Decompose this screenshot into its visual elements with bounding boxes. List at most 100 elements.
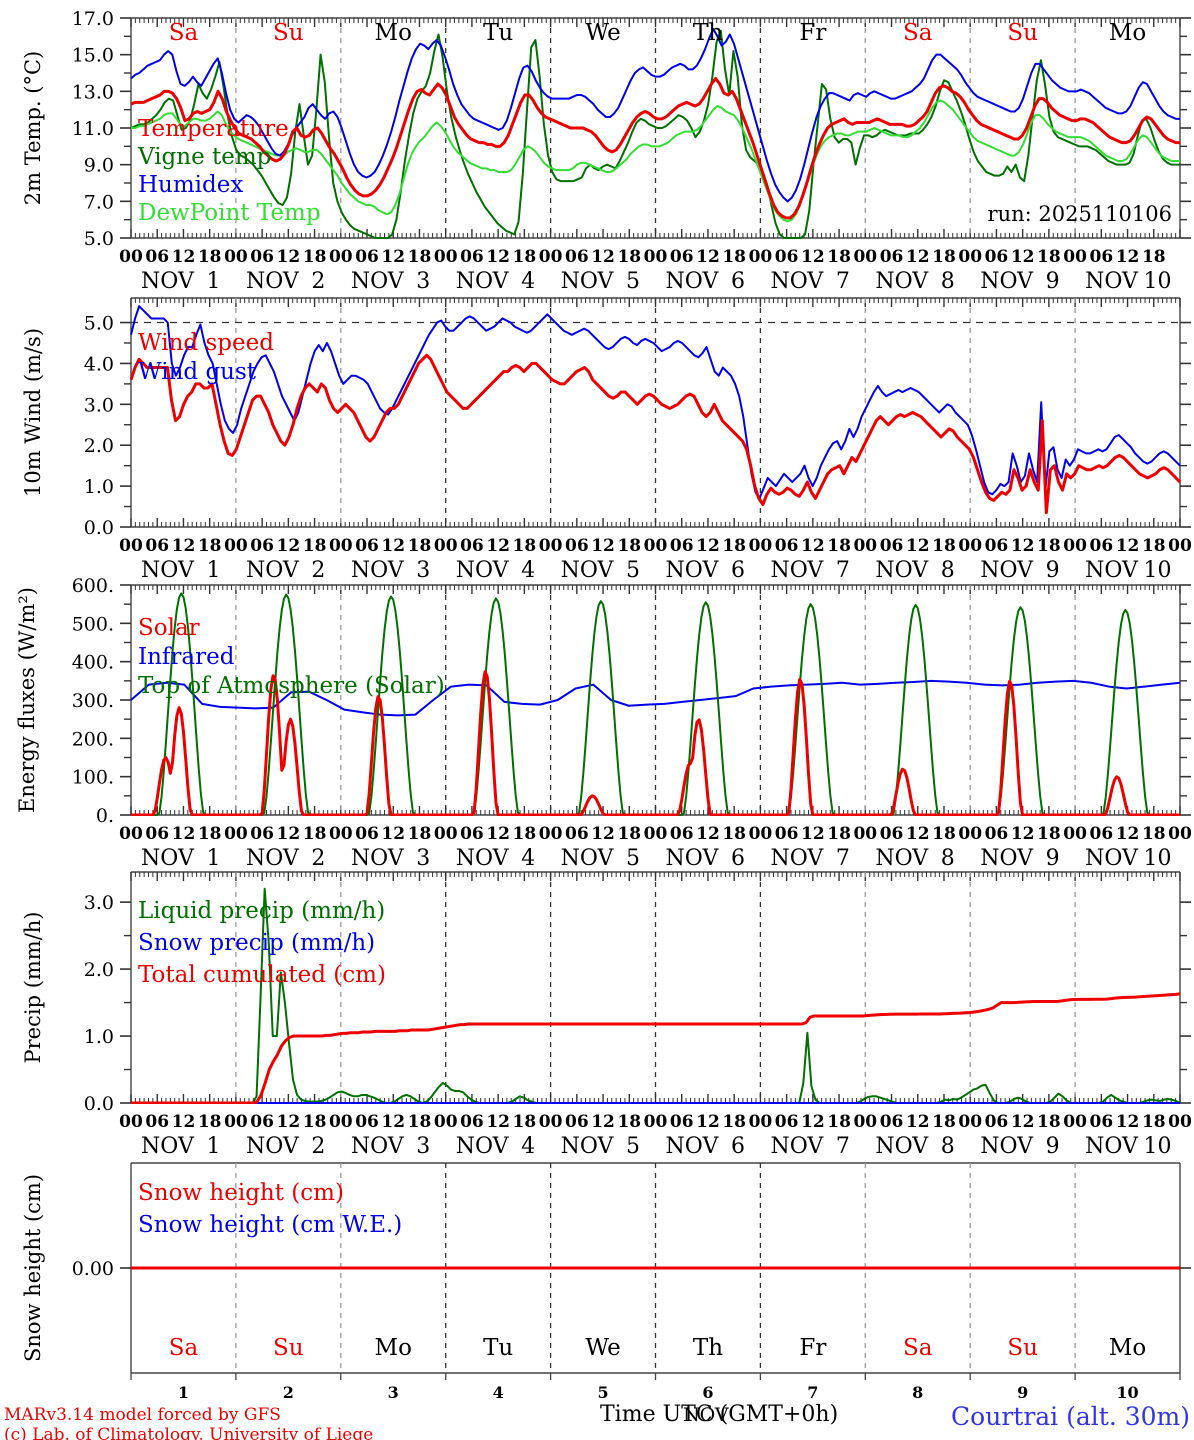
legend-solar: Solar (138, 615, 200, 641)
date-month-label: NOV (875, 1134, 929, 1159)
hour-tick-label: 18 (303, 536, 327, 556)
hour-tick-label: 12 (381, 247, 405, 267)
hour-tick-label: 06 (460, 536, 484, 556)
ytick-label: 0.0 (84, 517, 114, 539)
date-month-label: NOV (141, 1134, 195, 1159)
axis-title-wind: 10m Wind (m/s) (21, 328, 45, 497)
weekday-label-top: Mo (1109, 20, 1146, 46)
ytick-label: 500. (72, 613, 114, 635)
bottom-day-number: 8 (912, 1383, 923, 1402)
hour-tick-label: 06 (775, 536, 799, 556)
hour-tick-label: 00 (853, 536, 877, 556)
date-day-label: 5 (626, 1134, 640, 1159)
weekday-label-top: Tu (483, 20, 513, 46)
xaxis-month: NOV (683, 1404, 729, 1426)
hour-tick-label: 00 (434, 824, 458, 844)
series-dewpoint-temp (131, 99, 1180, 223)
hour-tick-label: 12 (1011, 536, 1035, 556)
hour-tick-label: 12 (486, 536, 510, 556)
weekday-label-top: Mo (375, 20, 412, 46)
legend-wind-gust: Wind gust (138, 359, 257, 385)
date-month-label: NOV (875, 558, 929, 583)
hour-tick-label: 12 (696, 824, 720, 844)
hour-tick-label: 12 (591, 824, 615, 844)
date-month-label: NOV (141, 846, 195, 871)
hour-tick-label: 06 (1089, 1112, 1113, 1132)
hour-tick-label: 00 (434, 247, 458, 267)
ytick-label: 0.0 (84, 1093, 114, 1115)
bottom-day-number: 2 (283, 1383, 294, 1402)
hour-tick-label: 12 (277, 824, 301, 844)
hour-tick-label: 00 (329, 824, 353, 844)
legend-temp-item: Temperature (138, 116, 289, 142)
hour-tick-label: 12 (1116, 247, 1140, 267)
hour-tick-label: 18 (303, 1112, 327, 1132)
hour-tick-label: 18 (303, 247, 327, 267)
weekday-label-top: Sa (169, 20, 199, 46)
date-day-label: 9 (1046, 269, 1060, 294)
hour-tick-label: 06 (460, 1112, 484, 1132)
hour-tick-label: 06 (775, 247, 799, 267)
series-total-cumulated (131, 992, 1181, 1104)
hour-tick-label: 18 (198, 1112, 222, 1132)
hour-tick-label: 00 (539, 824, 563, 844)
ytick-label: 17.0 (72, 8, 114, 30)
date-day-label: 9 (1046, 558, 1060, 583)
hour-tick-label: 12 (486, 247, 510, 267)
hour-tick-label: 00 (329, 1112, 353, 1132)
date-day-label: 2 (311, 846, 325, 871)
hour-tick-label: 06 (250, 824, 274, 844)
hour-tick-label: 00 (749, 247, 773, 267)
hour-tick-label: 00 (1063, 247, 1087, 267)
bottom-day-number: 3 (388, 1383, 399, 1402)
hour-tick-label: 00 (749, 1112, 773, 1132)
hour-tick-label: 00 (539, 1112, 563, 1132)
ytick-label: 11.0 (72, 118, 114, 140)
hour-tick-label: 06 (880, 536, 904, 556)
hour-tick-label: 06 (670, 824, 694, 844)
weekday-label-bottom: Sa (169, 1335, 199, 1361)
hour-tick-label: 12 (277, 536, 301, 556)
hour-tick-label: 00 (329, 247, 353, 267)
date-day-label: 5 (626, 269, 640, 294)
date-day-label: 10 (1144, 846, 1172, 871)
date-month-label: NOV (770, 1134, 824, 1159)
date-month-label: NOV (770, 558, 824, 583)
date-month-label: NOV (980, 269, 1034, 294)
hour-tick-label: 00 (539, 536, 563, 556)
date-day-label: 9 (1046, 1134, 1060, 1159)
date-day-label: 7 (836, 1134, 850, 1159)
bottom-day-number: 6 (702, 1383, 713, 1402)
date-day-label: 7 (836, 558, 850, 583)
hour-tick-label: 06 (1089, 247, 1113, 267)
hour-tick-label: 18 (722, 824, 746, 844)
axis-title-precip: Precip (mm/h) (21, 911, 45, 1063)
hour-tick-label: 06 (355, 247, 379, 267)
hour-tick-label: 18 (617, 824, 641, 844)
series-vigne-temp (130, 29, 1180, 239)
credit-line-1: MARv3.14 model forced by GFS (4, 1405, 281, 1425)
hour-tick-label: 12 (172, 1112, 196, 1132)
weekday-label-top: Fr (799, 20, 826, 46)
hour-tick-label: 00 (224, 247, 248, 267)
date-day-label: 1 (206, 1134, 220, 1159)
date-month-label: NOV (351, 846, 405, 871)
hour-tick-label: 18 (1037, 1112, 1061, 1132)
weekday-label-top: Su (273, 20, 304, 46)
date-month-label: NOV (875, 269, 929, 294)
hour-tick-label: 12 (172, 247, 196, 267)
date-day-label: 6 (731, 269, 745, 294)
hour-tick-label: 12 (381, 536, 405, 556)
hour-tick-label: 18 (408, 1112, 432, 1132)
date-day-label: 7 (836, 846, 850, 871)
hour-tick-label: 18 (617, 1112, 641, 1132)
hour-tick-label: 12 (696, 1112, 720, 1132)
date-month-label: NOV (1085, 558, 1139, 583)
series-temperature (130, 77, 1180, 220)
hour-tick-label: 18 (722, 536, 746, 556)
legend-temp-item: Vigne temp (137, 144, 271, 170)
date-day-label: 10 (1144, 1134, 1172, 1159)
hour-tick-label: 00 (539, 247, 563, 267)
hour-tick-label: 06 (460, 247, 484, 267)
